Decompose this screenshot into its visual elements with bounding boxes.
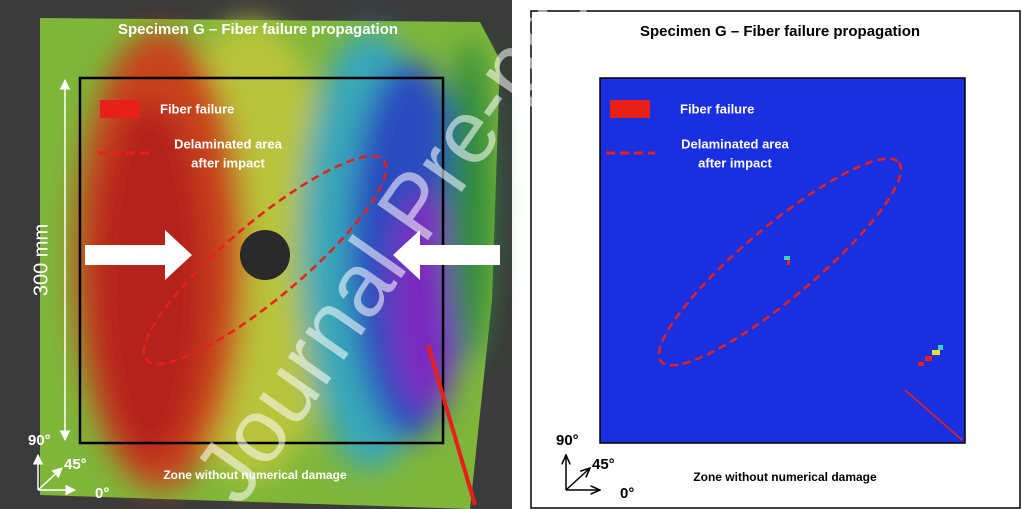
axis-label: 90° — [28, 432, 51, 449]
panel-title: Specimen G – Fiber failure propagation — [640, 23, 920, 40]
simulation-map — [599, 77, 966, 444]
panel-title: Specimen G – Fiber failure propagation — [118, 21, 398, 38]
dimension-label: 300 mm — [30, 224, 52, 296]
fiber-failure-line — [904, 389, 963, 441]
legend-label: after impact — [191, 155, 265, 170]
axis-label: 90° — [556, 432, 579, 449]
delamination-outline — [657, 157, 903, 367]
zone-label: Zone without numerical damage — [163, 468, 347, 482]
load-arrow — [393, 230, 500, 280]
legend-swatch — [610, 100, 650, 118]
left-panel: 300 mm Specimen G – Fiber failure propag… — [0, 0, 512, 509]
axis-label: 45° — [592, 456, 615, 473]
legend-swatch — [100, 100, 140, 118]
axis-arrow — [565, 468, 590, 491]
axis-label: 0° — [620, 485, 634, 502]
legend-label: Fiber failure — [160, 101, 234, 116]
fiber-failure-line — [426, 344, 477, 506]
legend-label: after impact — [698, 155, 772, 170]
zone-label: Zone without numerical damage — [693, 470, 877, 484]
legend-label: Fiber failure — [680, 101, 754, 116]
axis-label: 0° — [95, 485, 109, 502]
delamination-outline — [142, 154, 388, 366]
load-arrow — [85, 230, 192, 280]
damage-spot — [784, 256, 943, 366]
impact-point — [240, 230, 290, 280]
axis-label: 45° — [64, 456, 87, 473]
right-panel: Specimen G – Fiber failure propagation F… — [530, 10, 1021, 509]
legend-label: Delaminated area — [681, 136, 789, 151]
axis-arrow — [37, 467, 63, 491]
legend-label: Delaminated area — [174, 136, 282, 151]
